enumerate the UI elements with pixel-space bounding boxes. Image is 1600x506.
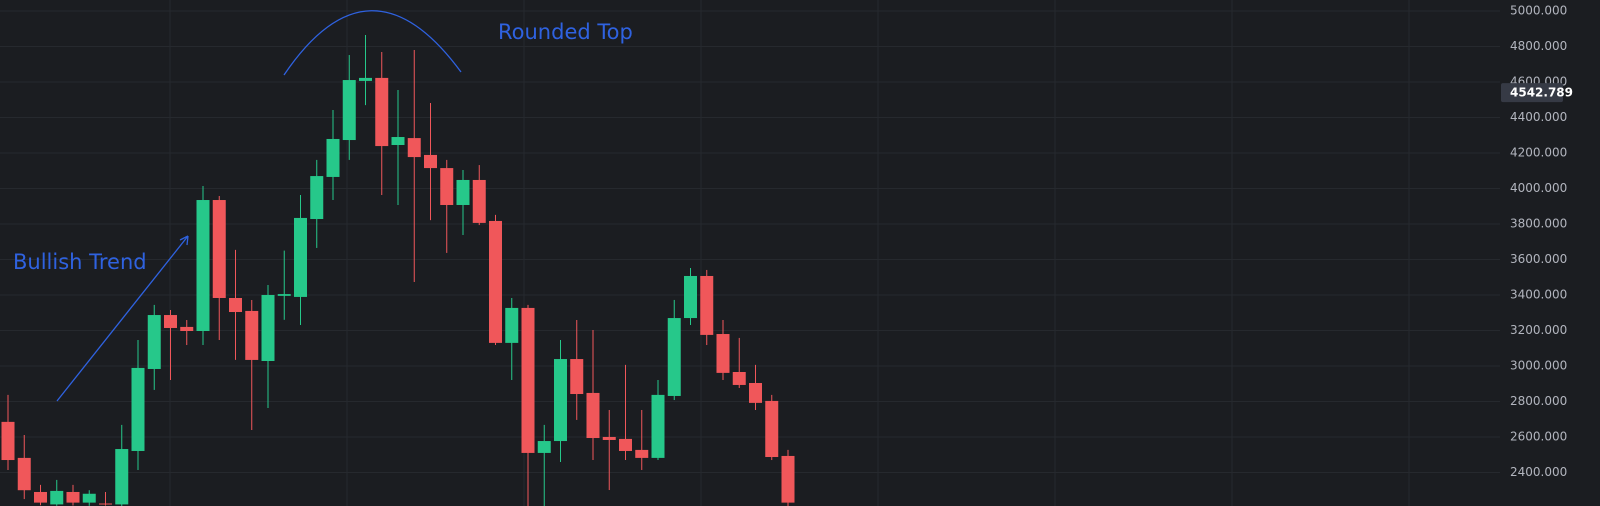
horizontal-grid bbox=[0, 10, 1500, 473]
candle-body bbox=[749, 383, 762, 403]
candle-body bbox=[294, 217, 307, 297]
candle-body bbox=[164, 315, 177, 328]
trend-arrow-head bbox=[179, 235, 189, 246]
y-tick-label: 3200.000 bbox=[1510, 323, 1567, 337]
candle-body bbox=[50, 490, 64, 505]
y-tick-label: 4400.000 bbox=[1510, 110, 1567, 124]
candle-body bbox=[34, 491, 47, 503]
candle-body bbox=[375, 77, 389, 147]
candle-body bbox=[619, 438, 632, 451]
candle-body bbox=[586, 392, 600, 439]
rounded-top-arc bbox=[283, 10, 462, 76]
candle-body bbox=[82, 493, 96, 503]
y-tick-label: 3600.000 bbox=[1510, 252, 1567, 266]
candle-body bbox=[716, 334, 730, 373]
candle-body bbox=[521, 307, 535, 453]
candle-body bbox=[1, 421, 15, 461]
candle-body bbox=[245, 310, 259, 360]
candles bbox=[1, 34, 795, 506]
y-tick-label: 2600.000 bbox=[1510, 429, 1567, 443]
candle-body bbox=[537, 441, 551, 453]
candle-body bbox=[229, 297, 242, 313]
candle-body bbox=[732, 372, 746, 385]
y-tick-label: 5000.000 bbox=[1510, 4, 1567, 18]
candle-body bbox=[700, 275, 714, 335]
y-tick-label: 4000.000 bbox=[1510, 181, 1567, 195]
candle-body bbox=[196, 200, 210, 332]
y-tick-label: 2800.000 bbox=[1510, 394, 1567, 408]
candle-body bbox=[602, 436, 616, 440]
candle-body bbox=[781, 455, 795, 503]
candle-body bbox=[277, 294, 291, 296]
y-tick-label: 3000.000 bbox=[1510, 358, 1567, 372]
candle-body bbox=[684, 275, 697, 319]
price-axis: 2400.000 2600.000 2800.000 3000.000 3200.000… bbox=[1501, 4, 1573, 479]
candle-body bbox=[554, 359, 567, 442]
y-tick-label: 4800.000 bbox=[1510, 39, 1567, 53]
candle-body bbox=[359, 77, 372, 81]
candle-body bbox=[212, 200, 226, 298]
candle-body bbox=[326, 138, 340, 177]
candle-body bbox=[66, 491, 80, 503]
candle-body bbox=[261, 294, 275, 361]
candle-body bbox=[391, 137, 405, 146]
candle-body bbox=[131, 367, 145, 451]
annotation: Bullish Trend bbox=[13, 250, 147, 274]
candle-body bbox=[99, 503, 112, 505]
candle-body bbox=[424, 154, 437, 169]
candle-body bbox=[407, 138, 421, 158]
candle-body bbox=[440, 168, 454, 205]
candle-body bbox=[180, 326, 194, 332]
candle-body bbox=[570, 359, 584, 395]
candle-body bbox=[456, 179, 470, 205]
candle-body bbox=[115, 449, 129, 505]
candle-body bbox=[635, 449, 649, 458]
candle-body bbox=[765, 400, 779, 458]
candle-body bbox=[489, 220, 502, 343]
candle-body bbox=[310, 176, 324, 220]
y-tick-label: 4200.000 bbox=[1510, 145, 1567, 159]
last-price-label: 4542.789 bbox=[1510, 86, 1573, 100]
candle-body bbox=[17, 457, 31, 491]
candle-body bbox=[472, 179, 486, 223]
y-tick-label: 3400.000 bbox=[1510, 287, 1567, 301]
candle-body bbox=[342, 80, 356, 141]
candle-body bbox=[667, 318, 681, 396]
trend-arrow bbox=[56, 235, 189, 402]
candle-body bbox=[505, 307, 519, 343]
last-price-box bbox=[1501, 83, 1563, 103]
y-tick-label: 3800.000 bbox=[1510, 216, 1567, 230]
annotation: Rounded Top bbox=[498, 20, 633, 44]
candle-body bbox=[651, 394, 665, 458]
y-tick-label: 2400.000 bbox=[1510, 465, 1567, 479]
candle-body bbox=[147, 315, 161, 369]
